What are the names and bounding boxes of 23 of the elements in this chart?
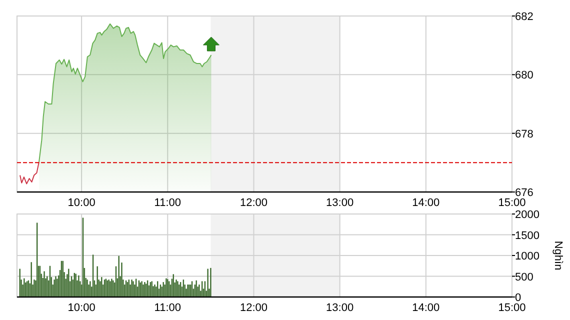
y-tick-label: 682 bbox=[515, 11, 534, 23]
x-tick-label: 15:00 bbox=[498, 197, 526, 209]
x-tick-label: 11:00 bbox=[154, 197, 182, 209]
x-tick-label: 10:00 bbox=[68, 197, 96, 209]
y-tick-label: 500 bbox=[515, 271, 534, 284]
x-tick-label: 13:00 bbox=[326, 197, 354, 209]
y-tick-label: 1500 bbox=[515, 230, 540, 242]
x-tick-label: 14:00 bbox=[412, 302, 440, 314]
y-tick-label: 1000 bbox=[515, 250, 540, 262]
y-tick-label: 680 bbox=[515, 70, 534, 82]
y-tick-label: 678 bbox=[515, 128, 534, 140]
y-tick-label: 0 bbox=[515, 292, 522, 304]
line-series bbox=[20, 161, 40, 184]
x-tick-label: 10:00 bbox=[68, 302, 96, 314]
x-tick-label: 15:00 bbox=[498, 302, 526, 314]
x-tick-label: 11:00 bbox=[154, 302, 182, 314]
y-tick-label: 2000 bbox=[515, 209, 540, 221]
y-axis-title: Nghìn bbox=[552, 240, 564, 270]
x-tick-label: 12:00 bbox=[240, 302, 268, 314]
x-tick-label: 13:00 bbox=[326, 302, 354, 314]
y-tick-label: 676 bbox=[515, 187, 534, 199]
x-tick-label: 14:00 bbox=[412, 197, 440, 209]
x-tick-label: 12:00 bbox=[240, 197, 268, 209]
